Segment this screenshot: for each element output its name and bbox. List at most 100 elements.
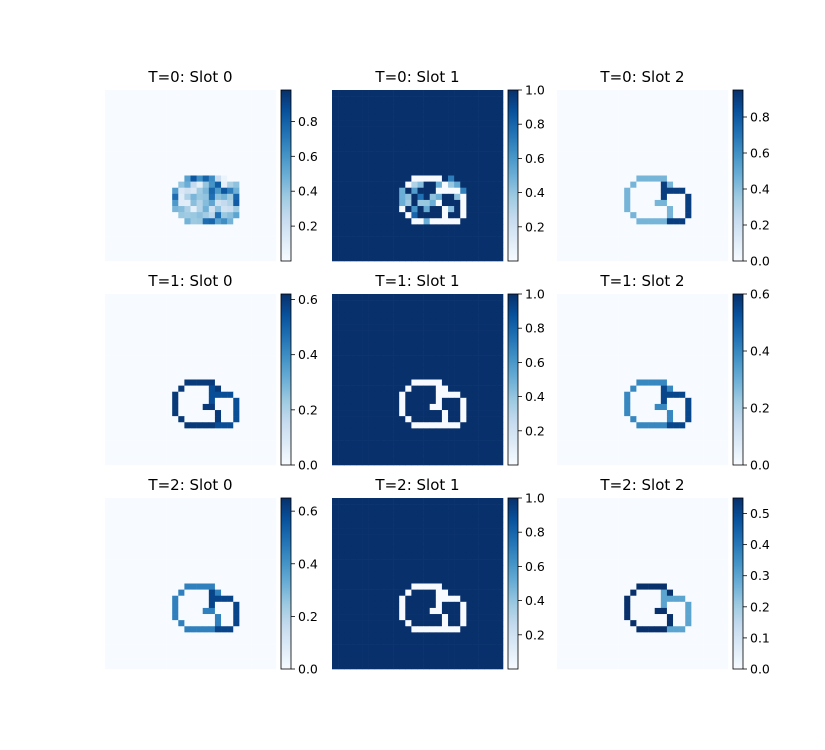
heatmap-cell (141, 187, 149, 195)
heatmap-cell (374, 96, 382, 103)
heatmap-cell (123, 391, 130, 399)
heatmap-cell (423, 367, 431, 374)
heatmap-cell (178, 446, 185, 454)
heatmap-cell (172, 108, 179, 115)
heatmap-cell (466, 120, 473, 127)
heatmap-cell (599, 397, 607, 405)
heatmap-cell (233, 373, 240, 380)
heatmap-cell (484, 151, 492, 158)
heatmap-cell (618, 102, 625, 109)
heatmap-cell (147, 230, 155, 237)
heatmap-cell (557, 422, 564, 429)
heatmap-cell (208, 254, 216, 262)
heatmap-cell (448, 294, 455, 301)
heatmap-cell (159, 367, 167, 374)
heatmap-cell (557, 187, 564, 195)
heatmap-cell (673, 324, 680, 331)
heatmap-cell (648, 391, 656, 399)
heatmap-cell (269, 348, 277, 356)
heatmap-cell (575, 224, 582, 231)
heatmap-cell (703, 144, 710, 152)
heatmap-cell (111, 324, 118, 331)
heatmap-cell (587, 96, 594, 103)
heatmap-cell (362, 169, 369, 176)
heatmap-cell (679, 206, 686, 213)
heatmap-cell (159, 236, 167, 243)
heatmap-cell (135, 224, 142, 231)
heatmap-cell (344, 151, 351, 158)
heatmap-cell (147, 102, 155, 109)
heatmap-cell (153, 169, 161, 176)
heatmap-cell (709, 373, 717, 380)
heatmap-cell (575, 187, 582, 195)
heatmap-cell (190, 312, 197, 319)
heatmap-cell (190, 108, 197, 115)
heatmap-cell (368, 90, 376, 97)
heatmap-cell (111, 102, 118, 109)
heatmap-cell (399, 248, 406, 256)
heatmap-cell (599, 294, 607, 301)
panel-title: T=0: Slot 2 (599, 68, 684, 86)
heatmap-cell (435, 90, 443, 97)
heatmap-cell (380, 218, 388, 225)
heatmap-cell (221, 410, 228, 417)
heatmap-cell (466, 373, 473, 380)
heatmap-cell (618, 336, 625, 344)
heatmap-cell (251, 342, 258, 350)
heatmap-cell (624, 138, 631, 146)
heatmap-cell (478, 318, 485, 325)
heatmap-cell (423, 254, 431, 262)
heatmap-cell (184, 410, 191, 417)
heatmap-cell (593, 248, 601, 256)
heatmap-cell (129, 300, 136, 307)
heatmap-cell (496, 248, 504, 256)
heatmap-cell (399, 300, 406, 307)
heatmap-cell (117, 410, 124, 417)
heatmap-cell (239, 498, 246, 505)
heatmap-cell (703, 102, 710, 109)
heatmap-cell (435, 212, 443, 219)
heatmap-cell (496, 336, 504, 344)
heatmap-cell (233, 361, 240, 368)
heatmap-cell (405, 218, 412, 225)
colorbar-tick-label: 0.4 (750, 182, 770, 197)
heatmap-cell (269, 416, 277, 423)
heatmap-cell (441, 151, 449, 158)
heatmap-cell (460, 193, 467, 201)
heatmap-cell (697, 108, 704, 115)
heatmap-cell (673, 187, 680, 195)
heatmap-cell (166, 138, 173, 146)
heatmap-cell (679, 230, 686, 237)
heatmap-cell (350, 416, 357, 423)
panel-title: T=1: Slot 2 (599, 272, 684, 290)
heatmap-cell (654, 428, 662, 435)
heatmap-cell (599, 126, 607, 134)
heatmap-cell (654, 144, 662, 152)
heatmap-cell (593, 236, 601, 243)
heatmap-cell (715, 385, 723, 393)
heatmap-cell (709, 348, 717, 356)
heatmap-cell (478, 248, 485, 256)
heatmap-cell (593, 385, 601, 393)
heatmap-cell (239, 254, 246, 262)
heatmap-cell (257, 181, 265, 189)
heatmap-cell (557, 452, 564, 460)
heatmap-cell (636, 120, 643, 127)
heatmap-cell (660, 199, 668, 207)
heatmap-cell (599, 403, 607, 411)
heatmap-cell (575, 348, 582, 356)
heatmap-cell (709, 206, 717, 213)
heatmap-cell (611, 446, 619, 454)
heatmap-cell (557, 300, 564, 307)
heatmap-cell (435, 385, 443, 393)
heatmap-cell (368, 416, 376, 423)
heatmap-cell (448, 132, 455, 140)
heatmap-cell (135, 498, 142, 505)
heatmap-cell (190, 294, 197, 301)
heatmap-cell (269, 236, 277, 243)
heatmap-cell (679, 120, 686, 127)
heatmap-cell (178, 199, 185, 207)
heatmap-cell (399, 348, 406, 356)
heatmap-cell (362, 342, 369, 350)
heatmap-cell (599, 379, 607, 386)
